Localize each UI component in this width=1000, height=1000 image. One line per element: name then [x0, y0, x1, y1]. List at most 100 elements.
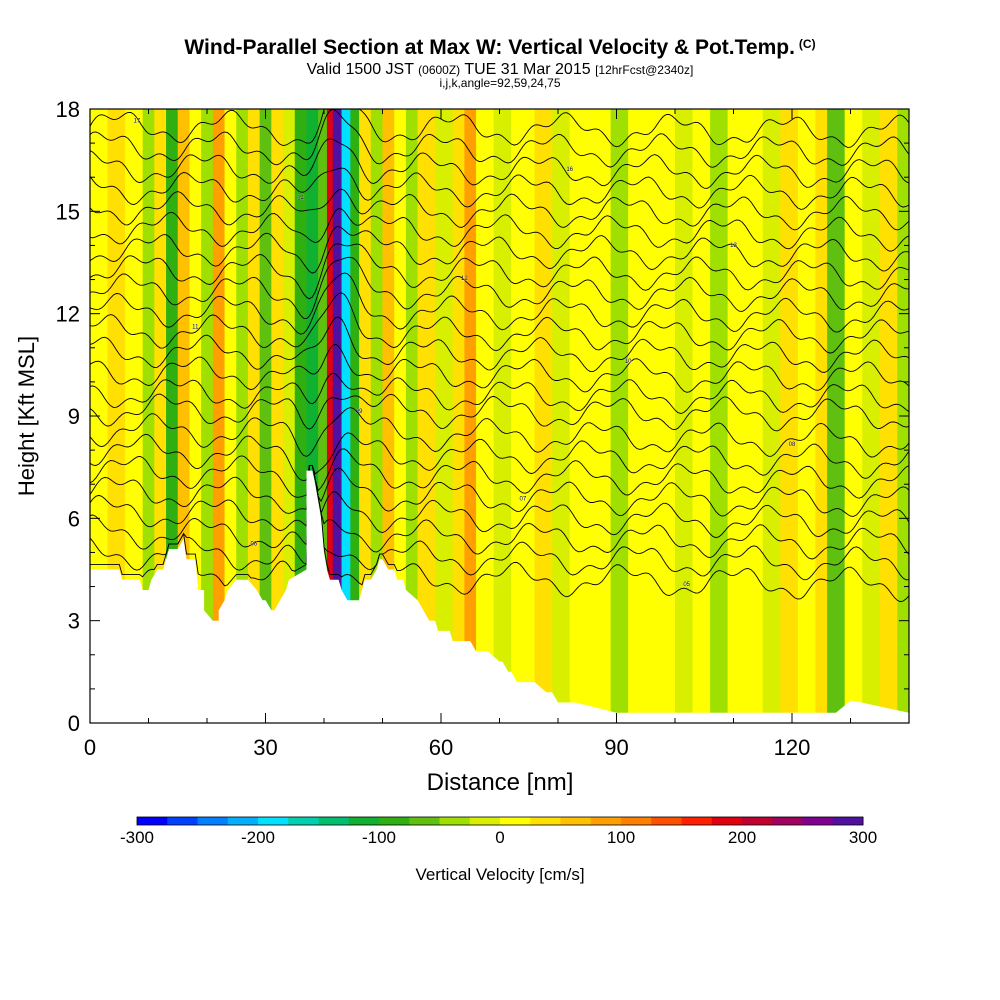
colorbar-swatch-22: [802, 817, 834, 825]
colorbar-swatch-17: [651, 817, 682, 825]
colorbar-tick-label--300: -300: [120, 828, 154, 847]
w-column-30: [452, 109, 465, 723]
theta-contour-label-6: 13: [730, 243, 737, 249]
y-tick-label-18: 18: [56, 97, 80, 122]
colorbar-swatch-2: [197, 817, 229, 825]
w-column-50: [815, 109, 828, 723]
theta-contour-3: [90, 167, 909, 210]
copyright-mark: (C): [798, 37, 816, 51]
x-tick-label-60: 60: [429, 735, 453, 760]
colorbar-tick-label--200: -200: [241, 828, 275, 847]
colorbar-swatch-11: [469, 817, 501, 825]
theta-contour-2: [90, 138, 909, 189]
w-column-33: [493, 109, 512, 723]
theta-contour-6: [90, 226, 909, 274]
terrain-fill: [90, 470, 909, 723]
theta-contour-10: [90, 292, 909, 354]
w-column-8: [201, 109, 214, 723]
theta-contour-4: [90, 188, 909, 231]
theta-contour-label-16: 08: [789, 442, 796, 448]
x-tick-label-120: 120: [774, 735, 811, 760]
theta-contour-21: [90, 465, 909, 581]
w-column-47: [762, 109, 781, 723]
chart-title: Wind-Parallel Section at Max W: Vertical…: [0, 36, 1000, 60]
theta-contour-label-0: 17: [133, 118, 140, 124]
w-column-34: [511, 109, 536, 723]
w-column-36: [552, 109, 571, 723]
theta-contour-22: [90, 465, 909, 603]
colorbar-swatch-9: [409, 817, 440, 825]
w-column-41: [651, 109, 676, 723]
colorbar-swatch-14: [560, 817, 592, 825]
colorbar-tick-label-300: 300: [849, 828, 877, 847]
colorbar-swatch-19: [711, 817, 743, 825]
y-tick-label-9: 9: [68, 404, 80, 429]
x-tick-label-30: 30: [253, 735, 277, 760]
w-column-29: [435, 109, 454, 723]
w-column-40: [628, 109, 653, 723]
w-column-13: [259, 109, 272, 723]
w-column-43: [692, 109, 711, 723]
x-tick-label-90: 90: [604, 735, 628, 760]
w-column-39: [610, 109, 629, 723]
w-column-51: [827, 109, 846, 723]
w-column-18: [318, 109, 328, 723]
colorbar-tick-label-0: 0: [495, 828, 504, 847]
subtitle-utc: (0600Z): [418, 63, 461, 77]
theta-contour-label-4: 14: [297, 196, 304, 202]
colorbar-swatch-18: [681, 817, 713, 825]
theta-contour-label-22: 05: [683, 582, 690, 588]
w-column-11: [236, 109, 249, 723]
colorbar-frame: [136, 816, 864, 826]
w-column-19: [326, 109, 334, 723]
w-column-21: [341, 109, 351, 723]
colorbar-label: Vertical Velocity [cm/s]: [415, 865, 584, 884]
y-tick-label-15: 15: [56, 199, 80, 224]
theta-contour-label-18: 07: [520, 497, 527, 503]
theta-contour-15: [90, 407, 909, 458]
theta-contour-14: [90, 393, 909, 432]
w-column-48: [780, 109, 799, 723]
theta-contour-18: [90, 465, 909, 517]
w-column-14: [271, 109, 284, 723]
subtitle-valid: Valid 1500 JST: [306, 61, 419, 78]
subtitle-date: TUE 31 Mar 2015: [460, 61, 596, 78]
w-column-46: [745, 109, 764, 723]
y-tick-label-12: 12: [56, 302, 80, 327]
theta-contour-label-20: 06: [250, 541, 257, 547]
subtitle-forecast: [12hrFcst@2340z]: [595, 63, 694, 77]
w-column-44: [710, 109, 729, 723]
colorbar-swatch-21: [772, 817, 803, 825]
chart-subtitle: Valid 1500 JST (0600Z) TUE 31 Mar 2015 […: [0, 61, 1000, 79]
colorbar-swatch-20: [742, 817, 773, 825]
chart-title-text: Wind-Parallel Section at Max W: Vertical…: [184, 36, 795, 59]
x-tick-label-0: 0: [84, 735, 96, 760]
w-column-28: [417, 109, 436, 723]
w-column-12: [247, 109, 261, 723]
w-column-38: [593, 109, 612, 723]
colorbar-swatch-1: [167, 817, 198, 825]
w-column-45: [727, 109, 746, 723]
colorbar-tick-label-100: 100: [607, 828, 635, 847]
theta-contour-11: [90, 316, 909, 373]
theta-contour-7: [90, 243, 909, 300]
x-axis: 0 30 60 90 120: [84, 109, 851, 760]
colorbar-swatch-4: [258, 817, 289, 825]
w-column-49: [797, 109, 816, 723]
theta-contour-5: [90, 208, 909, 252]
theta-contour-8: [90, 256, 909, 320]
colorbar-swatch-8: [379, 817, 410, 825]
theta-contour-0: [90, 109, 909, 148]
colorbar-swatch-7: [348, 817, 380, 825]
colorbar-tick-label--100: -100: [362, 828, 396, 847]
w-column-54: [879, 109, 898, 723]
theta-contour-16: [90, 432, 909, 482]
colorbar-swatch-10: [439, 817, 471, 825]
y-tick-label-0: 0: [68, 711, 80, 736]
w-column-22: [350, 109, 360, 723]
chart-subtitle-indices: i,j,k,angle=92,59,24,75: [439, 76, 561, 90]
w-column-35: [534, 109, 553, 723]
w-column-32: [476, 109, 495, 723]
colorbar-swatch-15: [590, 817, 622, 825]
